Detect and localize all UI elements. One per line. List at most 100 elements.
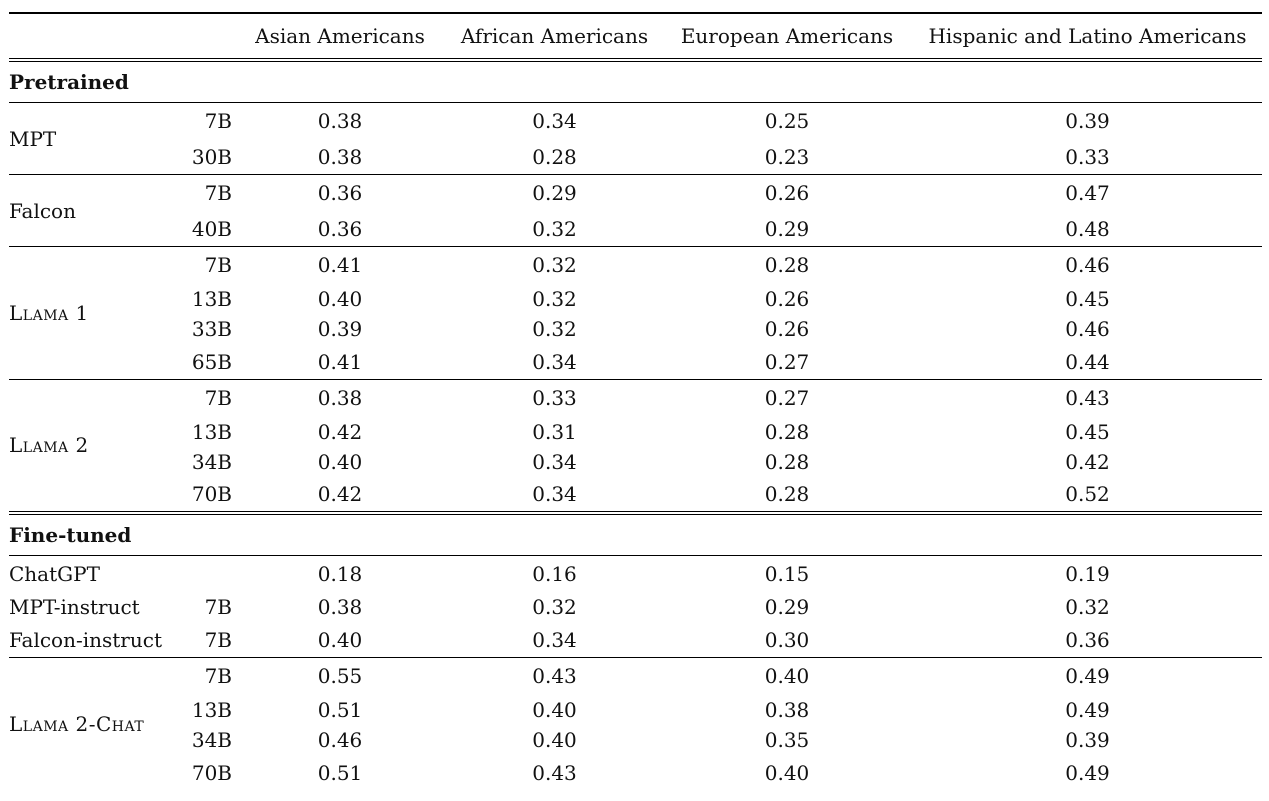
score-cell: 0.49 bbox=[1065, 761, 1110, 785]
model-size: 65B bbox=[191, 349, 232, 374]
table-row: Llama 2-Chat 7B 0.55 0.43 0.40 0.49 bbox=[9, 657, 1262, 791]
score-cell: 0.43 bbox=[532, 761, 577, 785]
table-row: 34B 0.40 0.34 0.28 0.42 bbox=[9, 447, 1262, 478]
model-size: 33B bbox=[191, 317, 232, 342]
score-cell: 0.49 bbox=[1065, 697, 1110, 722]
score-cell: 0.32 bbox=[448, 246, 661, 284]
score-cell: 0.42 bbox=[317, 419, 363, 444]
model-size: 70B bbox=[191, 482, 232, 506]
score-cell: 0.35 bbox=[764, 728, 810, 753]
table-row: 13B 0.40 0.32 0.26 0.45 bbox=[9, 284, 1262, 315]
model-name: ChatGPT bbox=[9, 554, 157, 592]
section-header-row: Pretrained bbox=[9, 60, 1262, 103]
score-cell: 0.36 bbox=[232, 174, 448, 212]
model-size: 34B bbox=[191, 450, 232, 475]
table-row: Falcon-instruct 7B 0.40 0.34 0.30 0.36 bbox=[9, 623, 1262, 658]
column-header: Asian Americans bbox=[255, 24, 425, 48]
score-cell: 0.38 bbox=[317, 144, 363, 169]
model-size: 7B bbox=[157, 657, 232, 695]
table-row: Llama 2 7B 0.38 0.33 0.27 0.43 bbox=[9, 379, 1262, 513]
score-cell: 0.48 bbox=[1065, 216, 1110, 241]
table-row: 30B 0.38 0.28 0.23 0.33 bbox=[9, 140, 1262, 175]
model-size: 7B bbox=[157, 379, 232, 417]
table-row: MPT 7B 0.38 0.34 0.25 0.39 bbox=[9, 102, 1262, 175]
score-cell: 0.40 bbox=[661, 657, 913, 695]
score-cell: 0.40 bbox=[317, 286, 363, 311]
score-cell: 0.30 bbox=[764, 627, 810, 652]
score-cell: 0.42 bbox=[1065, 450, 1110, 475]
header-row: Asian Americans African Americans Europe… bbox=[9, 13, 1262, 60]
score-cell: 0.26 bbox=[764, 317, 810, 342]
table-row: 13B 0.51 0.40 0.38 0.49 bbox=[9, 695, 1262, 726]
column-header: African Americans bbox=[460, 24, 649, 48]
score-cell: 0.45 bbox=[1065, 286, 1110, 311]
model-name: Falcon-instruct bbox=[9, 627, 162, 652]
table-row: 33B 0.39 0.32 0.26 0.46 bbox=[9, 314, 1262, 345]
score-cell: 0.32 bbox=[1065, 595, 1110, 620]
score-cell: 0.18 bbox=[232, 554, 448, 592]
score-cell: 0.41 bbox=[317, 349, 363, 374]
table-row: Falcon 7B 0.36 0.29 0.26 0.47 bbox=[9, 174, 1262, 247]
score-cell: 0.51 bbox=[317, 761, 363, 785]
score-cell: 0.39 bbox=[317, 317, 363, 342]
score-cell: 0.36 bbox=[317, 216, 363, 241]
score-cell: 0.51 bbox=[317, 697, 363, 722]
section-label: Pretrained bbox=[9, 70, 129, 94]
table-row: 70B 0.51 0.43 0.40 0.49 bbox=[9, 756, 1262, 791]
score-cell: 0.44 bbox=[1065, 349, 1110, 374]
header-model-cell bbox=[9, 13, 157, 60]
score-cell: 0.27 bbox=[661, 379, 913, 417]
section-header-row: Fine-tuned bbox=[9, 510, 1262, 555]
score-cell: 0.41 bbox=[232, 246, 448, 284]
model-size: 70B bbox=[191, 761, 232, 785]
score-cell: 0.34 bbox=[448, 102, 661, 140]
table-row: Llama 1 7B 0.41 0.32 0.28 0.46 bbox=[9, 246, 1262, 380]
table-row: ChatGPT 0.18 0.16 0.15 0.19 bbox=[9, 554, 1262, 592]
model-size: 13B bbox=[191, 697, 232, 722]
model-size: 13B bbox=[191, 286, 232, 311]
model-size: 7B bbox=[204, 595, 232, 620]
score-cell: 0.19 bbox=[913, 554, 1262, 592]
score-cell: 0.29 bbox=[764, 595, 810, 620]
score-cell: 0.34 bbox=[532, 482, 577, 506]
score-cell: 0.31 bbox=[532, 419, 577, 444]
score-cell: 0.33 bbox=[1065, 144, 1110, 169]
table-body: Pretrained MPT 7B 0.38 0.34 0.25 0.39 30B 0.38 0.… bbox=[9, 60, 1262, 791]
score-cell: 0.38 bbox=[232, 102, 448, 140]
model-size bbox=[157, 554, 232, 592]
score-cell: 0.39 bbox=[913, 102, 1262, 140]
score-cell: 0.46 bbox=[1065, 317, 1110, 342]
score-cell: 0.32 bbox=[532, 317, 577, 342]
model-size: 13B bbox=[191, 419, 232, 444]
score-cell: 0.38 bbox=[232, 379, 448, 417]
model-size: 40B bbox=[191, 216, 232, 241]
score-cell: 0.25 bbox=[661, 102, 913, 140]
model-name: Falcon bbox=[9, 174, 157, 247]
score-cell: 0.39 bbox=[1065, 728, 1110, 753]
score-cell: 0.29 bbox=[448, 174, 661, 212]
column-header: European Americans bbox=[680, 24, 894, 48]
section-label: Fine-tuned bbox=[9, 510, 1262, 555]
model-size: 30B bbox=[191, 144, 232, 169]
score-cell: 0.52 bbox=[1065, 482, 1110, 506]
model-size: 34B bbox=[191, 728, 232, 753]
score-cell: 0.27 bbox=[764, 349, 810, 374]
score-cell: 0.34 bbox=[532, 627, 577, 652]
score-cell: 0.32 bbox=[532, 595, 577, 620]
score-cell: 0.43 bbox=[913, 379, 1262, 417]
score-cell: 0.40 bbox=[532, 697, 577, 722]
model-size: 7B bbox=[204, 627, 232, 652]
table-row: 34B 0.46 0.40 0.35 0.39 bbox=[9, 725, 1262, 756]
score-cell: 0.28 bbox=[661, 246, 913, 284]
score-cell: 0.46 bbox=[317, 728, 363, 753]
score-cell: 0.26 bbox=[764, 286, 810, 311]
score-cell: 0.40 bbox=[764, 761, 810, 785]
score-cell: 0.45 bbox=[1065, 419, 1110, 444]
model-name: MPT-instruct bbox=[9, 595, 140, 620]
table-row: MPT-instruct 7B 0.38 0.32 0.29 0.32 bbox=[9, 592, 1262, 623]
model-name: MPT bbox=[9, 102, 157, 175]
score-cell: 0.28 bbox=[764, 450, 810, 475]
table-row: 70B 0.42 0.34 0.28 0.52 bbox=[9, 478, 1262, 513]
score-cell: 0.49 bbox=[913, 657, 1262, 695]
results-table: Asian Americans African Americans Europe… bbox=[9, 12, 1262, 791]
